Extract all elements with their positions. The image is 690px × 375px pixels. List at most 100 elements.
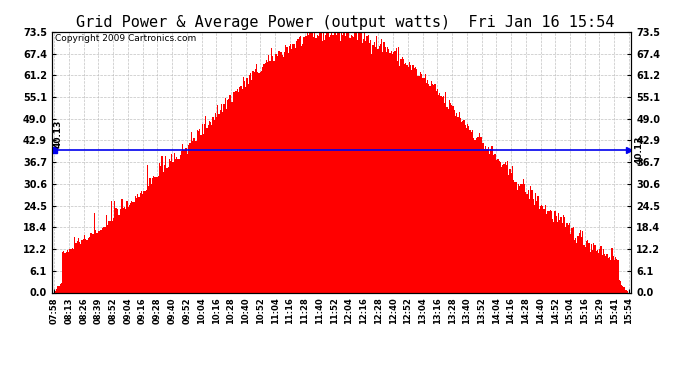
Bar	[219, 111, 221, 292]
Bar	[286, 47, 288, 292]
Bar	[199, 129, 200, 292]
Bar	[170, 160, 171, 292]
Bar	[131, 201, 132, 292]
Bar	[522, 184, 523, 292]
Bar	[517, 190, 518, 292]
Bar	[448, 109, 449, 292]
Bar	[551, 210, 552, 292]
Bar	[555, 216, 557, 292]
Bar	[241, 89, 243, 292]
Bar	[312, 33, 313, 292]
Bar	[593, 243, 594, 292]
Bar	[376, 36, 377, 292]
Bar	[531, 190, 533, 292]
Bar	[379, 46, 380, 292]
Bar	[377, 49, 379, 292]
Bar	[459, 112, 460, 292]
Bar	[420, 72, 421, 292]
Bar	[433, 85, 434, 292]
Bar	[600, 246, 602, 292]
Bar	[495, 154, 496, 292]
Bar	[142, 194, 144, 292]
Bar	[331, 32, 333, 292]
Bar	[461, 122, 462, 292]
Bar	[239, 87, 240, 292]
Bar	[354, 32, 355, 292]
Bar	[544, 206, 546, 292]
Bar	[419, 76, 420, 292]
Bar	[399, 66, 400, 292]
Bar	[471, 132, 472, 292]
Bar	[264, 63, 266, 292]
Bar	[62, 252, 63, 292]
Bar	[415, 67, 416, 292]
Bar	[546, 214, 547, 292]
Bar	[512, 166, 513, 292]
Bar	[380, 44, 381, 292]
Bar	[70, 249, 72, 292]
Bar	[451, 105, 453, 292]
Bar	[304, 36, 306, 292]
Bar	[172, 162, 174, 292]
Bar	[394, 51, 395, 292]
Bar	[137, 194, 139, 292]
Bar	[318, 36, 319, 292]
Bar	[320, 32, 322, 292]
Bar	[342, 35, 344, 292]
Bar	[190, 132, 192, 292]
Bar	[473, 138, 474, 292]
Bar	[319, 33, 320, 292]
Bar	[369, 43, 370, 292]
Bar	[149, 178, 150, 292]
Bar	[106, 214, 107, 292]
Bar	[560, 217, 562, 292]
Bar	[554, 211, 555, 292]
Bar	[422, 78, 424, 292]
Bar	[586, 241, 587, 292]
Bar	[445, 92, 446, 292]
Bar	[599, 249, 600, 292]
Bar	[267, 62, 268, 292]
Bar	[488, 147, 489, 292]
Bar	[66, 252, 67, 292]
Bar	[609, 257, 610, 292]
Bar	[450, 103, 451, 292]
Bar	[568, 225, 569, 292]
Bar	[336, 34, 337, 292]
Bar	[64, 252, 66, 292]
Bar	[597, 250, 598, 292]
Bar	[484, 149, 485, 292]
Bar	[81, 240, 83, 292]
Bar	[397, 61, 398, 292]
Bar	[489, 154, 490, 292]
Bar	[233, 92, 234, 292]
Bar	[557, 222, 558, 292]
Bar	[460, 118, 461, 292]
Bar	[603, 249, 604, 292]
Bar	[192, 141, 193, 292]
Bar	[96, 232, 97, 292]
Bar	[194, 138, 195, 292]
Bar	[620, 281, 621, 292]
Bar	[605, 256, 607, 292]
Bar	[330, 35, 331, 292]
Bar	[134, 202, 135, 292]
Bar	[277, 56, 278, 292]
Bar	[73, 249, 75, 292]
Bar	[530, 186, 531, 292]
Bar	[366, 36, 368, 292]
Bar	[72, 248, 73, 292]
Bar	[519, 186, 520, 292]
Bar	[128, 207, 129, 292]
Bar	[328, 32, 329, 292]
Bar	[467, 124, 469, 292]
Bar	[351, 35, 352, 292]
Bar	[229, 95, 230, 292]
Bar	[200, 135, 201, 292]
Bar	[457, 117, 459, 292]
Bar	[164, 165, 165, 292]
Bar	[360, 32, 362, 292]
Bar	[614, 260, 615, 292]
Bar	[326, 32, 328, 292]
Bar	[285, 45, 286, 292]
